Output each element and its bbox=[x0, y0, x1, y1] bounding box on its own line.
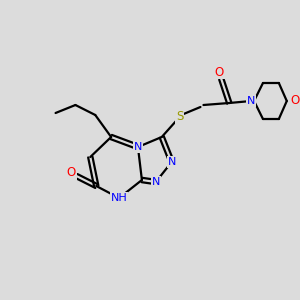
Text: N: N bbox=[152, 177, 160, 187]
Text: O: O bbox=[290, 94, 299, 107]
Text: N: N bbox=[134, 142, 142, 152]
Text: N: N bbox=[167, 157, 176, 167]
Text: NH: NH bbox=[111, 193, 128, 203]
Text: O: O bbox=[67, 167, 76, 179]
Text: N: N bbox=[247, 96, 255, 106]
Text: O: O bbox=[215, 65, 224, 79]
Text: S: S bbox=[176, 110, 183, 124]
